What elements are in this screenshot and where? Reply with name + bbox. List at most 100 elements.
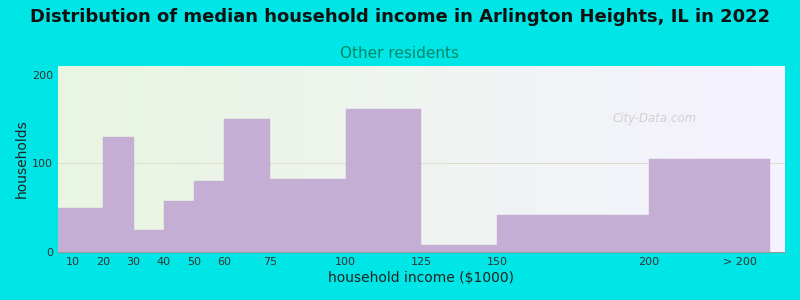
Bar [527, 66, 530, 252]
Bar [538, 66, 542, 252]
Bar [458, 66, 462, 252]
Bar [534, 66, 538, 252]
Bar [749, 66, 752, 252]
Bar [519, 66, 523, 252]
Bar [767, 66, 770, 252]
Bar [683, 66, 687, 252]
Bar [270, 179, 346, 252]
Bar [103, 137, 134, 252]
Bar [170, 66, 174, 252]
Bar [443, 66, 447, 252]
Bar [665, 66, 669, 252]
Bar [490, 66, 494, 252]
Bar [462, 66, 465, 252]
Bar [79, 66, 83, 252]
Text: City-Data.com: City-Data.com [612, 112, 696, 124]
Bar [392, 66, 396, 252]
Bar [90, 66, 94, 252]
Bar [494, 66, 498, 252]
Bar [690, 66, 694, 252]
Bar [210, 66, 214, 252]
Bar [622, 66, 625, 252]
Bar [62, 66, 65, 252]
Bar [407, 66, 410, 252]
Bar [712, 66, 716, 252]
Bar [687, 66, 690, 252]
Bar [338, 66, 342, 252]
Bar [705, 66, 709, 252]
Bar [127, 66, 130, 252]
Bar [469, 66, 472, 252]
Text: Other residents: Other residents [341, 46, 459, 62]
Bar [142, 66, 145, 252]
Bar [116, 66, 119, 252]
Bar [618, 66, 622, 252]
Bar [439, 66, 443, 252]
Bar [214, 66, 218, 252]
Bar [203, 66, 207, 252]
Bar [632, 66, 636, 252]
Bar [672, 66, 676, 252]
Bar [396, 66, 399, 252]
Bar [570, 66, 574, 252]
Bar [716, 66, 719, 252]
Bar [254, 66, 258, 252]
Bar [679, 66, 683, 252]
Bar [370, 66, 374, 252]
Bar [134, 66, 138, 252]
Bar [352, 66, 356, 252]
Bar [83, 66, 87, 252]
Bar [447, 66, 450, 252]
Bar [58, 66, 62, 252]
Bar [385, 66, 389, 252]
Bar [138, 66, 142, 252]
Bar [607, 66, 610, 252]
Bar [425, 66, 429, 252]
Bar [164, 201, 194, 252]
Bar [222, 66, 225, 252]
Bar [589, 66, 592, 252]
Bar [552, 66, 556, 252]
Bar [309, 66, 312, 252]
Bar [225, 119, 270, 252]
Bar [752, 66, 756, 252]
Bar [290, 66, 294, 252]
Bar [483, 66, 487, 252]
Bar [734, 66, 738, 252]
Bar [719, 66, 723, 252]
Bar [610, 66, 614, 252]
Bar [218, 66, 222, 252]
Bar [556, 66, 559, 252]
Bar [389, 66, 392, 252]
Bar [763, 66, 767, 252]
Bar [134, 230, 164, 252]
Bar [432, 66, 436, 252]
Bar [247, 66, 250, 252]
Bar [167, 66, 170, 252]
Bar [349, 66, 352, 252]
Bar [545, 66, 549, 252]
Bar [262, 66, 265, 252]
Bar [418, 66, 422, 252]
Bar [283, 66, 287, 252]
Bar [759, 66, 763, 252]
Bar [185, 66, 189, 252]
Bar [323, 66, 327, 252]
Bar [345, 66, 349, 252]
Bar [194, 181, 225, 252]
Bar [399, 66, 403, 252]
Bar [563, 66, 567, 252]
Bar [72, 66, 76, 252]
Bar [782, 66, 785, 252]
Text: Distribution of median household income in Arlington Heights, IL in 2022: Distribution of median household income … [30, 8, 770, 26]
Bar [239, 66, 243, 252]
Bar [258, 66, 262, 252]
Bar [574, 66, 578, 252]
Bar [363, 66, 367, 252]
Bar [476, 66, 479, 252]
Bar [662, 66, 665, 252]
Bar [472, 66, 476, 252]
Bar [422, 245, 497, 252]
Bar [596, 66, 599, 252]
Bar [649, 159, 770, 252]
